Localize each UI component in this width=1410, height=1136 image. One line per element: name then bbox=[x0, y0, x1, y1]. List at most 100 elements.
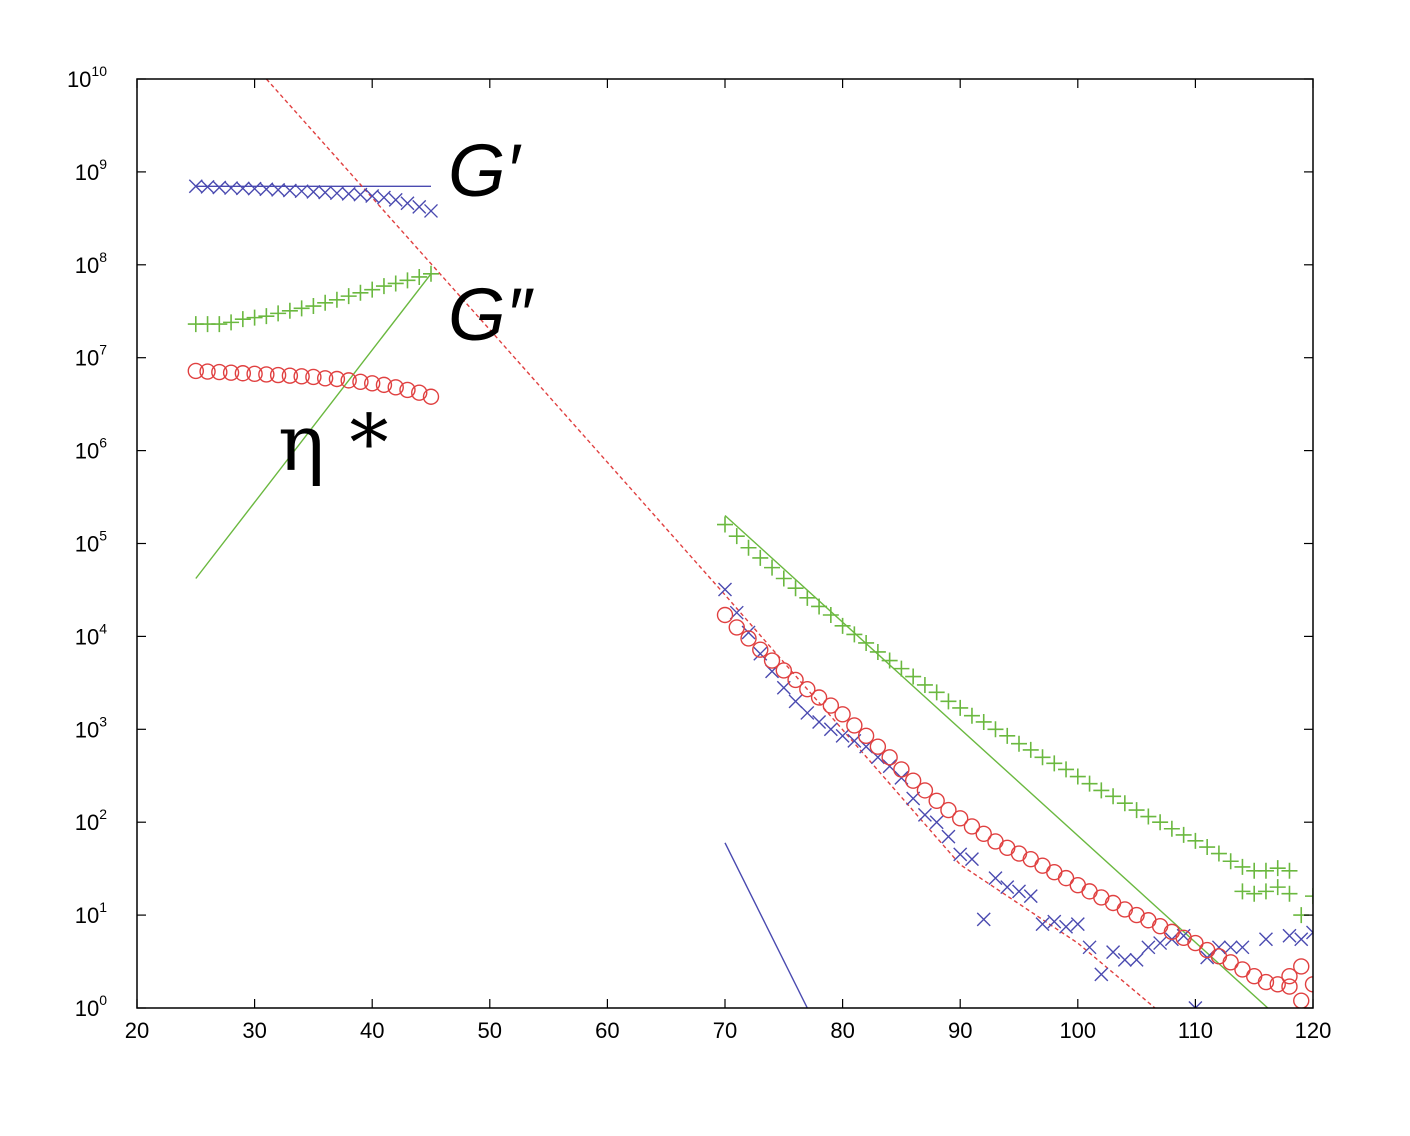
data-point-g-double bbox=[940, 693, 957, 710]
data-point-g-prime bbox=[941, 829, 956, 844]
data-point-eta bbox=[199, 363, 216, 380]
data-point-g-prime bbox=[200, 179, 215, 194]
data-point-g-double bbox=[223, 314, 240, 331]
data-point-eta bbox=[340, 372, 357, 389]
data-point-g-prime bbox=[271, 182, 286, 197]
data-point-g-double bbox=[1269, 860, 1286, 877]
data-point-g-double bbox=[1058, 761, 1075, 778]
axis-ticks bbox=[136, 78, 1314, 1009]
data-point-eta bbox=[375, 376, 393, 394]
data-point-eta bbox=[893, 761, 910, 778]
data-point-g-double bbox=[1234, 883, 1251, 900]
data-point-g-prime bbox=[1223, 940, 1238, 955]
data-point-g-double bbox=[234, 311, 251, 328]
data-point-eta bbox=[422, 388, 440, 405]
data-point-eta bbox=[187, 362, 205, 380]
data-point-eta bbox=[775, 662, 792, 679]
data-point-eta bbox=[869, 738, 887, 755]
data-point-g-prime bbox=[776, 680, 791, 695]
data-point-g-prime bbox=[1035, 917, 1050, 932]
data-point-g-prime bbox=[812, 714, 827, 729]
data-point-eta bbox=[1293, 992, 1310, 1008]
data-point-eta bbox=[281, 367, 299, 384]
x-tick-label: 30 bbox=[242, 1018, 266, 1043]
data-point-eta bbox=[810, 689, 828, 706]
x-tick-label: 110 bbox=[1178, 1018, 1213, 1043]
data-markers bbox=[187, 179, 1313, 1008]
data-point-g-double bbox=[1152, 814, 1169, 831]
data-point-g-double bbox=[1246, 885, 1263, 902]
data-point-g-prime bbox=[1106, 945, 1121, 960]
data-point-g-prime bbox=[964, 852, 979, 867]
data-point-eta bbox=[1187, 934, 1204, 952]
data-point-eta bbox=[740, 630, 757, 647]
data-point-g-double bbox=[1257, 862, 1274, 879]
data-point-g-prime bbox=[1117, 952, 1132, 967]
data-point-eta bbox=[1057, 869, 1075, 887]
data-point-g-double bbox=[364, 281, 381, 298]
data-point-eta bbox=[752, 641, 769, 658]
data-point-g-prime bbox=[823, 722, 838, 737]
data-point-g-double bbox=[1034, 749, 1051, 766]
data-point-g-double bbox=[328, 291, 345, 308]
data-point-eta bbox=[787, 671, 804, 689]
y-tick-label: 108 bbox=[75, 249, 107, 278]
series-annotations: G′ G″ η * bbox=[278, 129, 535, 489]
data-point-eta bbox=[258, 366, 275, 383]
data-point-g-double bbox=[375, 278, 392, 295]
data-point-g-double bbox=[1011, 735, 1027, 752]
data-point-g-double bbox=[1187, 832, 1204, 849]
data-point-g-double bbox=[963, 707, 980, 724]
data-point-g-double bbox=[987, 721, 1004, 738]
data-point-g-double bbox=[905, 668, 922, 685]
data-point-eta bbox=[352, 373, 369, 391]
data-point-eta bbox=[222, 364, 240, 381]
data-point-eta bbox=[234, 365, 252, 382]
y-tick-label: 103 bbox=[75, 713, 107, 742]
data-point-g-double bbox=[281, 302, 298, 319]
data-point-g-prime bbox=[329, 186, 344, 201]
data-point-eta bbox=[963, 818, 981, 835]
data-point-g-prime bbox=[400, 196, 415, 211]
data-point-g-double bbox=[834, 617, 851, 634]
data-point-eta bbox=[940, 801, 957, 819]
data-point-g-prime bbox=[318, 185, 333, 200]
data-point-g-prime bbox=[188, 179, 203, 194]
data-point-g-prime bbox=[412, 199, 427, 214]
data-point-g-prime bbox=[718, 582, 732, 597]
data-point-g-double bbox=[246, 309, 263, 326]
data-point-eta bbox=[328, 370, 346, 388]
data-point-g-double bbox=[881, 652, 898, 669]
data-point-g-double bbox=[717, 516, 733, 533]
data-point-eta bbox=[1293, 958, 1310, 975]
data-point-g-double bbox=[893, 660, 910, 677]
data-point-g-prime bbox=[788, 694, 803, 709]
data-point-g-double bbox=[1069, 768, 1086, 785]
data-point-eta bbox=[952, 810, 969, 827]
annotation-g-prime: G′ bbox=[448, 129, 522, 212]
data-point-g-double bbox=[1199, 839, 1216, 856]
data-point-g-double bbox=[258, 308, 275, 325]
data-point-g-double bbox=[352, 284, 369, 301]
data-point-g-double bbox=[1234, 858, 1251, 875]
data-point-g-prime bbox=[224, 181, 239, 196]
data-point-g-double bbox=[411, 268, 428, 285]
data-point-eta bbox=[928, 792, 945, 809]
data-point-g-double bbox=[775, 570, 792, 587]
data-point-g-double bbox=[423, 265, 439, 282]
y-tick-label: 109 bbox=[75, 156, 107, 185]
data-point-g-prime bbox=[1141, 940, 1156, 955]
data-point-g-double bbox=[270, 305, 287, 322]
data-point-g-double bbox=[1128, 802, 1145, 819]
annotation-eta: η * bbox=[278, 399, 389, 489]
data-point-g-prime bbox=[1258, 932, 1273, 947]
data-point-eta bbox=[1175, 929, 1192, 946]
data-point-g-prime bbox=[1023, 889, 1038, 904]
data-point-eta bbox=[834, 706, 851, 723]
data-point-g-double bbox=[1305, 888, 1313, 905]
data-point-eta bbox=[728, 619, 745, 636]
data-point-g-double bbox=[799, 589, 816, 606]
data-point-g-prime bbox=[294, 184, 309, 199]
data-point-eta bbox=[387, 379, 404, 396]
